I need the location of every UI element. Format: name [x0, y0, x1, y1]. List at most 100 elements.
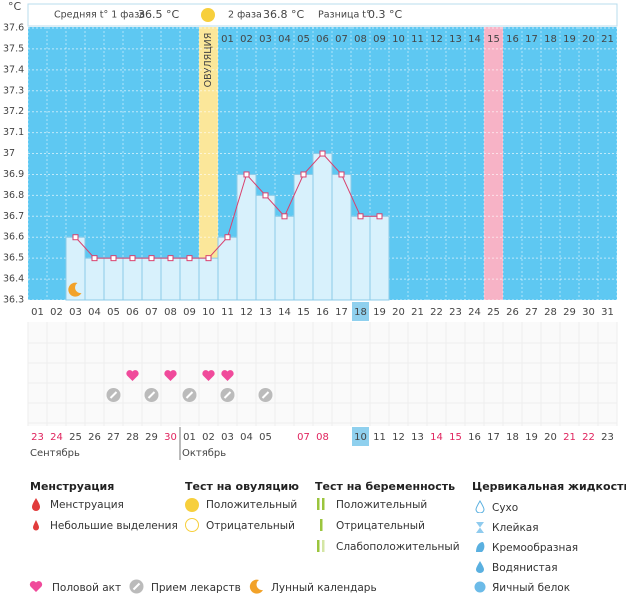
- day-label: 31: [601, 307, 614, 318]
- day-label: 01: [31, 307, 44, 318]
- y-tick-label: 36.6: [3, 232, 24, 243]
- heart: [221, 370, 234, 381]
- y-tick-label: 36.8: [3, 190, 24, 201]
- temp-point: [91, 255, 98, 262]
- date-label: 18: [506, 432, 519, 443]
- date-label: 01: [183, 432, 196, 443]
- date-label: 25: [69, 432, 82, 443]
- day-label: 19: [373, 307, 386, 318]
- temp-point: [376, 213, 383, 220]
- temp-bar: [122, 257, 143, 301]
- temp-point: [148, 255, 155, 262]
- date-label: 22: [582, 432, 595, 443]
- temp-bar: [293, 173, 314, 301]
- y-tick-label: 37.4: [3, 64, 24, 75]
- marks-area: [28, 322, 617, 426]
- legend-item: Водянистая: [492, 562, 558, 574]
- temp-bar: [217, 236, 238, 301]
- date-label: 03: [221, 432, 234, 443]
- sun-icon: [201, 8, 215, 22]
- date-label: 24: [50, 432, 63, 443]
- heart: [202, 370, 215, 381]
- day-label: 07: [145, 307, 158, 318]
- temp-bar: [274, 215, 295, 301]
- date-label: 23: [601, 432, 614, 443]
- date-label: 13: [411, 432, 424, 443]
- day-label: 21: [411, 307, 424, 318]
- cycle-day-label: 08: [354, 34, 367, 45]
- drop-icon: [32, 498, 40, 511]
- pill-slash: [261, 391, 270, 399]
- day-label: 05: [107, 307, 120, 318]
- header-box: [27, 3, 618, 27]
- legend-item: Сухо: [492, 502, 519, 514]
- legend-title: Цервикальная жидкость: [472, 480, 626, 493]
- day-label: 26: [506, 307, 519, 318]
- day-label: 02: [50, 307, 63, 318]
- legend-item: Отрицательный: [206, 520, 295, 532]
- legend-item: Отрицательный: [336, 520, 425, 532]
- cycle-day-label: 07: [335, 34, 348, 45]
- day-label: 27: [525, 307, 538, 318]
- cycle-day-label: 12: [430, 34, 443, 45]
- ov-negative-icon: [185, 518, 199, 532]
- day-label: 16: [316, 307, 329, 318]
- cf-icon: [476, 561, 484, 573]
- temp-point: [357, 213, 364, 220]
- temp-bar: [103, 257, 124, 301]
- temp-bar: [160, 257, 181, 301]
- selected-day: [352, 302, 369, 321]
- day-label: 04: [88, 307, 101, 318]
- temp-point: [338, 171, 345, 178]
- cycle-day-label: 10: [392, 34, 405, 45]
- phase1-label: Средняя t° 1 фаза: [54, 10, 145, 21]
- cf-icon: [476, 542, 485, 552]
- temp-bar: [331, 173, 352, 301]
- day-label: 14: [278, 307, 291, 318]
- legend-item: Яичный белок: [492, 582, 571, 594]
- cycle-day-label: 13: [449, 34, 462, 45]
- pill-icon: [129, 579, 144, 594]
- cf-icon: [474, 581, 486, 593]
- temp-bar: [84, 257, 105, 301]
- drop-icon: [33, 520, 39, 531]
- date-label: 29: [145, 432, 158, 443]
- pr-positive-icon: [317, 498, 325, 510]
- y-tick-label: 36.5: [3, 253, 24, 264]
- legend-item: Половой акт: [52, 582, 122, 594]
- date-label: 28: [126, 432, 139, 443]
- cycle-day-label: 14: [468, 34, 481, 45]
- temp-point: [129, 255, 136, 262]
- day-label: 29: [563, 307, 576, 318]
- day-label: 11: [221, 307, 234, 318]
- date-label: 04: [240, 432, 253, 443]
- temp-point: [224, 234, 231, 241]
- legend-item: Кремообразная: [492, 542, 579, 554]
- date-label: 11: [373, 432, 386, 443]
- day-label: 15: [297, 307, 310, 318]
- temp-bar: [312, 153, 333, 301]
- temp-point: [186, 255, 193, 262]
- date-label: 27: [107, 432, 120, 443]
- month-label: Сентябрь: [30, 448, 80, 459]
- y-tick-label: 36.9: [3, 169, 24, 180]
- temp-point: [167, 255, 174, 262]
- moon-icon: [249, 579, 263, 594]
- day-label: 28: [544, 307, 557, 318]
- day-label: 18: [354, 307, 367, 318]
- month-label: Октябрь: [182, 448, 226, 459]
- cycle-day-label: 05: [297, 34, 310, 45]
- legend-item: Положительный: [206, 499, 298, 511]
- date-label: 17: [487, 432, 500, 443]
- temp-point: [281, 213, 288, 220]
- heart-icon: [29, 581, 43, 592]
- chart: Средняя t° 1 фаза 36.5 °C 2 фаза 36.8 °C…: [3, 0, 618, 460]
- y-tick-label: 37.3: [3, 85, 24, 96]
- heart: [126, 370, 139, 381]
- pill-slash: [147, 391, 156, 399]
- cycle-day-label: 21: [601, 34, 614, 45]
- moon-icon: [68, 282, 82, 297]
- phase2-value: 36.8 °C: [263, 8, 304, 21]
- temp-point: [243, 171, 250, 178]
- date-label: 26: [88, 432, 101, 443]
